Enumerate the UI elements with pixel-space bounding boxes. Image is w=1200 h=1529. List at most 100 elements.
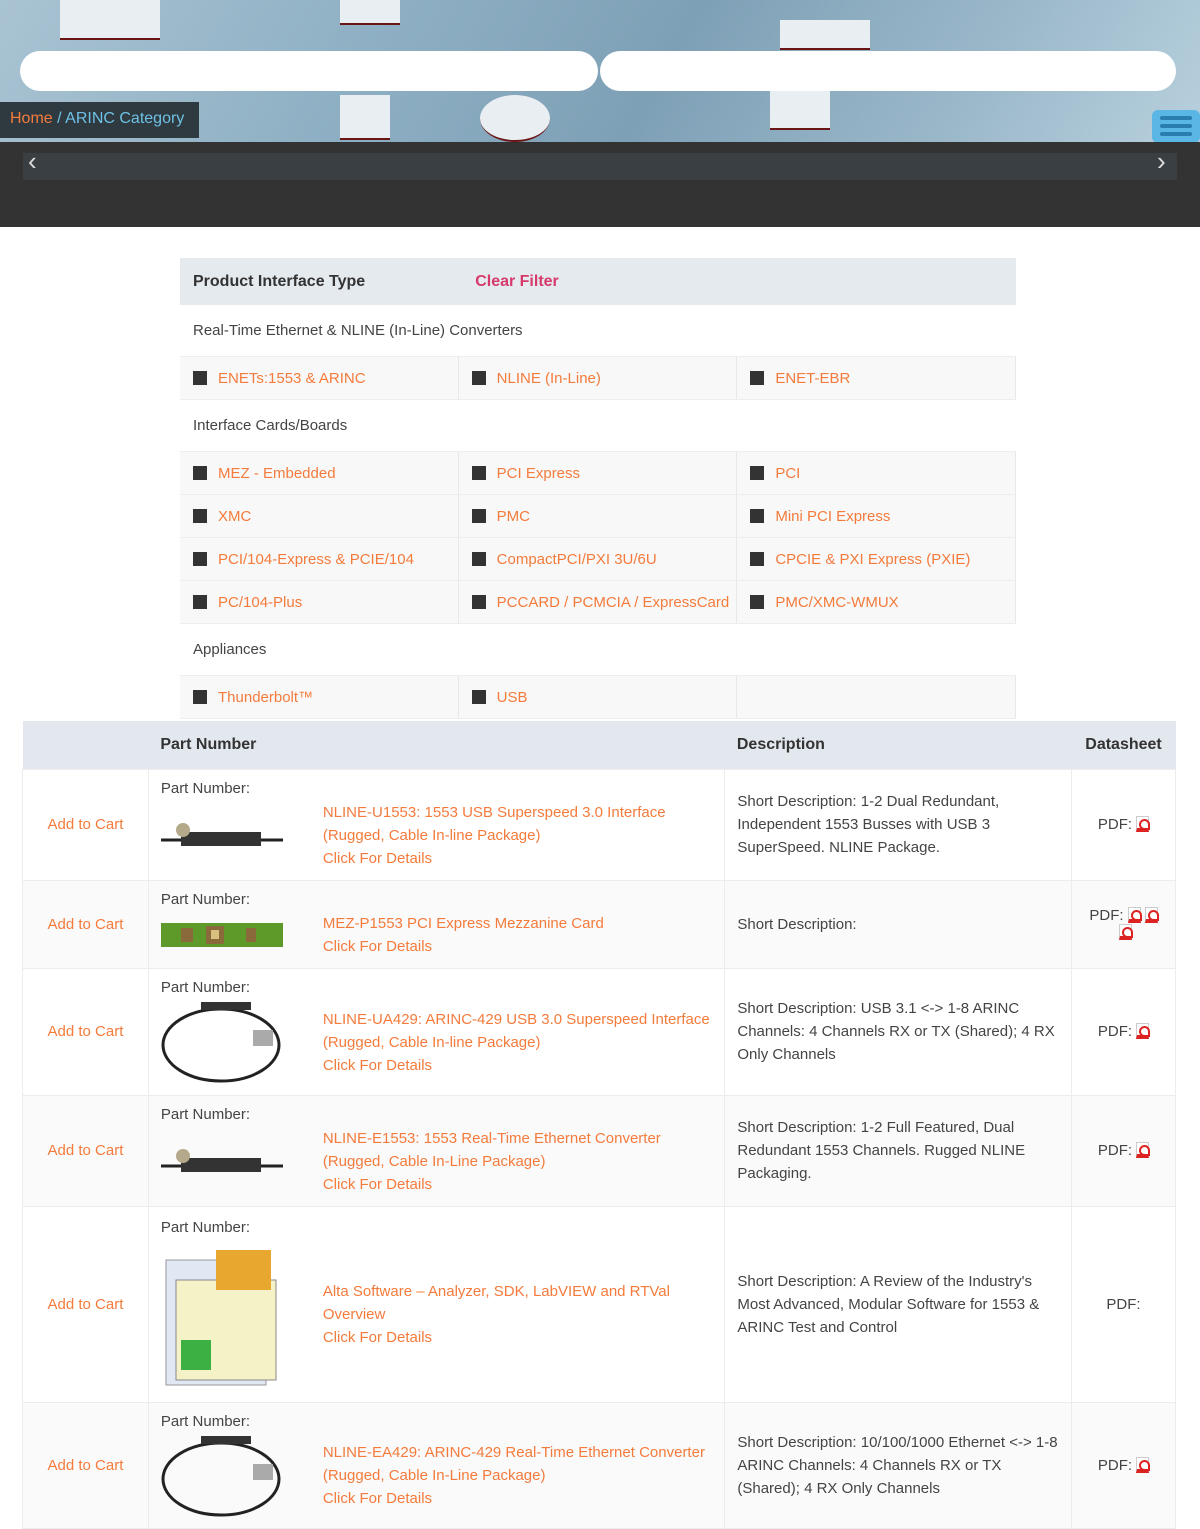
filter-option-link[interactable]: XMC — [218, 507, 252, 525]
table-row: Add to Cart Part Number: NLINE-UA429: AR… — [22, 967, 1176, 1096]
clear-filter-link[interactable]: Clear Filter — [475, 272, 559, 290]
filter-option[interactable]: PMC — [459, 495, 738, 537]
checkbox-icon[interactable] — [471, 509, 486, 523]
product-title-link[interactable]: Alta Software – Analyzer, SDK, LabVIEW a… — [322, 1283, 670, 1300]
pdf-label: PDF: — [1097, 1142, 1133, 1159]
checkbox-icon[interactable] — [193, 509, 207, 523]
short-description: Short Description: 1-2 Full Featured, Du… — [724, 1094, 1073, 1207]
product-title-link[interactable]: (Rugged, Cable In-Line Package) — [322, 1152, 546, 1170]
checkbox-icon[interactable] — [471, 595, 486, 609]
filter-option[interactable]: ENET-EBR — [737, 357, 1017, 399]
filter-option-link[interactable]: PCI — [775, 464, 801, 482]
filter-option[interactable]: XMC — [180, 495, 459, 537]
checkbox-icon[interactable] — [193, 466, 207, 480]
filter-option-link[interactable]: PCI/104-Express & PCIE/104 — [218, 550, 414, 568]
filter-option-link[interactable]: PCI Express — [496, 464, 581, 482]
pdf-icon[interactable] — [1119, 924, 1133, 940]
filter-option[interactable]: MEZ - Embedded — [180, 452, 459, 494]
checkbox-icon[interactable] — [750, 509, 765, 523]
product-image[interactable] — [160, 1146, 283, 1176]
part-number-label: Part Number: — [160, 890, 251, 908]
click-for-details-link[interactable]: Click For Details — [322, 1056, 433, 1074]
checkbox-icon[interactable] — [750, 595, 765, 609]
filter-option[interactable]: PCI Express — [459, 452, 738, 494]
filter-option-link[interactable]: PMC/XMC-WMUX — [775, 593, 899, 611]
checkbox-icon[interactable] — [193, 690, 207, 704]
product-title-link[interactable]: NLINE-UA429: ARINC-429 USB 3.0 Superspee… — [322, 1010, 710, 1028]
add-to-cart-link[interactable]: Add to Cart — [47, 1295, 124, 1313]
product-title-link[interactable]: NLINE-EA429: ARINC-429 Real-Time Etherne… — [322, 1444, 705, 1461]
filter-option[interactable]: Mini PCI Express — [737, 495, 1017, 537]
product-image[interactable] — [161, 1240, 283, 1390]
filter-option[interactable]: PCI/104-Express & PCIE/104 — [180, 538, 459, 580]
click-for-details-link[interactable]: Click For Details — [322, 849, 433, 867]
product-title-link[interactable]: MEZ-P1553 PCI Express Mezzanine Card — [322, 914, 604, 932]
filter-option-link[interactable]: ENET-EBR — [775, 369, 851, 387]
product-title-link[interactable]: (Rugged, Cable In-Line Package) — [322, 1467, 546, 1484]
click-for-details-link[interactable]: Click For Details — [322, 1329, 433, 1346]
product-title-link[interactable]: (Rugged, Cable In-line Package) — [322, 1033, 541, 1051]
product-image[interactable] — [161, 1000, 283, 1084]
filter-option[interactable]: PCI — [737, 452, 1017, 494]
add-to-cart-link[interactable]: Add to Cart — [47, 915, 124, 933]
add-to-cart-link[interactable]: Add to Cart — [47, 1456, 124, 1474]
filter-option-link[interactable]: PCCARD / PCMCIA / ExpressCard — [496, 593, 730, 611]
product-title-link[interactable]: NLINE-E1553: 1553 Real-Time Ethernet Con… — [322, 1129, 661, 1147]
filter-option[interactable]: ENETs:1553 & ARINC — [180, 357, 459, 399]
filter-option[interactable]: NLINE (In-Line) — [459, 357, 738, 399]
checkbox-icon[interactable] — [193, 371, 207, 385]
pdf-icon[interactable] — [1136, 1142, 1151, 1158]
filter-option[interactable]: Thunderbolt™ — [180, 676, 459, 718]
filter-option-link[interactable]: PC/104-Plus — [218, 593, 303, 611]
filter-option-link[interactable]: Mini PCI Express — [775, 507, 891, 525]
filter-option[interactable]: CPCIE & PXI Express (PXIE) — [737, 538, 1017, 580]
checkbox-icon[interactable] — [750, 466, 765, 480]
filter-option-link[interactable]: CPCIE & PXI Express (PXIE) — [775, 550, 971, 568]
product-image[interactable] — [160, 820, 283, 850]
checkbox-icon[interactable] — [471, 371, 486, 385]
part-number-label: Part Number: — [160, 1105, 251, 1123]
filter-option-link[interactable]: NLINE (In-Line) — [496, 369, 601, 387]
click-for-details-link[interactable]: Click For Details — [322, 1175, 433, 1193]
filter-option[interactable]: PCCARD / PCMCIA / ExpressCard — [459, 581, 738, 623]
product-title-link[interactable]: Overview — [322, 1306, 386, 1323]
product-title-link[interactable]: NLINE-U1553: 1553 USB Superspeed 3.0 Int… — [322, 803, 666, 821]
breadcrumb-home[interactable]: Home — [10, 110, 53, 127]
pdf-icon[interactable] — [1136, 1456, 1151, 1473]
filter-group-label: Appliances — [180, 624, 1016, 676]
menu-icon[interactable] — [1152, 110, 1200, 142]
checkbox-icon[interactable] — [193, 595, 207, 609]
product-image[interactable] — [160, 922, 283, 947]
checkbox-icon[interactable] — [750, 371, 765, 385]
checkbox-icon[interactable] — [750, 552, 765, 566]
click-for-details-link[interactable]: Click For Details — [322, 1490, 433, 1507]
filter-option[interactable]: PC/104-Plus — [180, 581, 459, 623]
pdf-icon[interactable] — [1144, 907, 1159, 923]
product-image[interactable] — [161, 1434, 283, 1518]
add-to-cart-link[interactable]: Add to Cart — [47, 1023, 124, 1040]
checkbox-icon[interactable] — [193, 552, 207, 566]
pdf-icon[interactable] — [1127, 907, 1142, 923]
filter-option-link[interactable]: MEZ - Embedded — [218, 464, 336, 482]
add-to-cart-link[interactable]: Add to Cart — [47, 816, 124, 833]
filter-option-link[interactable]: ENETs:1553 & ARINC — [218, 369, 366, 387]
add-to-cart-link[interactable]: Add to Cart — [47, 1142, 124, 1159]
filter-option-link[interactable]: Thunderbolt™ — [218, 688, 314, 706]
checkbox-icon[interactable] — [471, 466, 486, 480]
filter-group-label: Real-Time Ethernet & NLINE (In-Line) Con… — [180, 305, 1016, 357]
pdf-icon[interactable] — [1136, 816, 1151, 832]
filter-option-link[interactable]: PMC — [496, 507, 531, 525]
chevron-left-icon[interactable]: ‹ — [28, 146, 37, 176]
filter-option-link[interactable]: CompactPCI/PXI 3U/6U — [496, 550, 657, 568]
click-for-details-link[interactable]: Click For Details — [322, 937, 433, 955]
pdf-icon[interactable] — [1136, 1023, 1151, 1039]
filter-option[interactable]: CompactPCI/PXI 3U/6U — [459, 538, 738, 580]
checkbox-icon[interactable] — [471, 552, 486, 566]
col-header-action — [22, 721, 149, 769]
product-title-link[interactable]: (Rugged, Cable In-line Package) — [322, 826, 541, 844]
checkbox-icon[interactable] — [471, 690, 486, 704]
filter-option-link[interactable]: USB — [496, 688, 528, 706]
filter-option[interactable]: USB — [459, 676, 738, 718]
filter-option[interactable]: PMC/XMC-WMUX — [737, 581, 1017, 623]
chevron-right-icon[interactable]: › — [1157, 146, 1166, 176]
